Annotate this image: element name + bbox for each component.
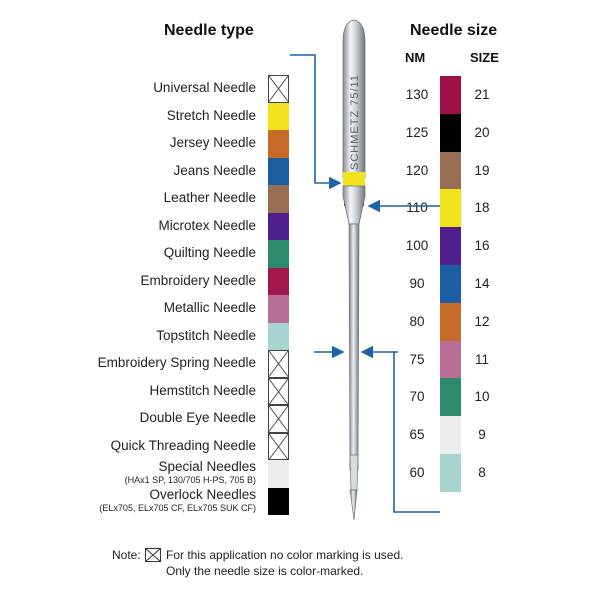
needle-size-swatch [440,454,461,492]
needle-type-heading: Needle type [164,22,254,39]
needle-size-swatch [440,265,461,303]
needle-type-swatch [268,405,289,433]
note-line2: Only the needle size is color-marked. [166,564,364,578]
needle-size-nm: 65 [409,427,425,443]
needle-type-label: Quilting Needle [163,245,256,260]
needle-type-swatch [268,460,289,488]
needle-size-swatch [440,76,461,114]
needle-eye [349,454,359,491]
needle-type-label: Topstitch Needle [156,327,256,343]
needle-type-swatch [268,377,289,405]
needle-size-us: 14 [474,276,490,291]
needle-type-sublabel: (HAx1 SP, 130/705 H-PS, 705 B) [124,475,256,485]
needle-size-nm: 90 [409,276,425,291]
needle-size-swatch [440,416,461,454]
type-arrow [290,54,342,190]
needle-size-us: 11 [474,351,489,367]
needle-type-sublabel: (ELx705, ELx705 CF, ELx705 SUK CF) [99,502,256,513]
needle-size-nm: 130 [405,87,429,102]
needle-type-swatch [268,487,289,515]
needle-type-swatch [268,350,289,378]
needle-type-label: Universal Needle [153,80,256,95]
needle-size-swatch [440,113,461,152]
needle-type-label: Quick Threading Needle [110,437,256,453]
needle-type-swatch [268,267,289,295]
needle-shank [342,19,366,179]
needle-type-swatch [268,157,289,185]
needle-type-swatch [268,212,289,240]
needle-size-us: 10 [474,389,490,405]
needle-size-nm: 110 [406,200,428,216]
needle-size-nm: 125 [405,124,429,140]
needle-size-swatch [440,378,461,417]
needle-size-us: 19 [474,162,490,178]
needle-size-nm: 75 [409,351,425,367]
needle-size-swatch [440,151,461,190]
needle-point [349,489,358,521]
needle-type-swatch [268,322,289,350]
needle-size-us: 16 [474,238,490,254]
needle-size-nm: 80 [409,313,425,329]
needle-type-label: Jersey Needle [169,135,256,150]
needle-size-swatch [440,227,461,265]
needle-type-label: Leather Needle [163,190,256,205]
needle-size-swatch [440,340,461,379]
needle-size-us: 20 [474,124,490,140]
needle-size-heading: Needle size [410,22,498,39]
needle-type-label: Overlock Needles [149,486,256,502]
needle-size-us: 8 [478,465,486,480]
needle-size-nm: 70 [409,389,425,405]
type-color-band [343,172,365,186]
needle-type-swatch [268,75,289,103]
needle-size-us: 12 [474,313,490,329]
needle-type-swatch [268,130,289,158]
needle-type-label: Metallic Needle [163,300,256,315]
needle-type-swatch [268,185,289,213]
no-color-icon [145,548,161,562]
needle-size-nm: 100 [405,238,429,254]
nm-column-heading: NM [405,50,426,65]
needle-type-label: Double Eye Needle [139,410,256,425]
needle-type-label: Stretch Needle [166,107,256,123]
needle-size-us: 21 [474,87,490,102]
needle-type-swatch [268,102,289,130]
needle-shank-text: SCHMETZ 75/11 [349,74,361,170]
size-column-heading: SIZE [470,50,499,65]
needle-type-label: Hemstitch Needle [149,382,256,398]
needle-type-label: Embroidery Needle [140,272,256,288]
needle-type-label: Special Needles [158,459,256,474]
needle-type-swatch [268,240,289,268]
needle-type-swatch [268,432,289,460]
note-line1: For this application no color marking is… [166,548,404,562]
needle-type-swatch [268,295,289,323]
needle-size-nm: 120 [405,162,429,178]
needle-size-swatch [440,302,461,341]
needle-type-label: Jeans Needle [173,162,256,178]
needle-size-nm: 60 [409,465,425,480]
needle-blade [348,223,360,471]
needle-size-us: 18 [474,200,490,216]
needle-type-label: Microtex Needle [158,217,256,233]
needle-size-swatch [440,189,461,228]
needle-type-label: Embroidery Spring Needle [97,355,256,370]
needle-size-us: 9 [478,427,486,443]
size-bracket [393,352,440,513]
needle-taper [342,185,366,225]
note-prefix: Note: [112,548,141,562]
